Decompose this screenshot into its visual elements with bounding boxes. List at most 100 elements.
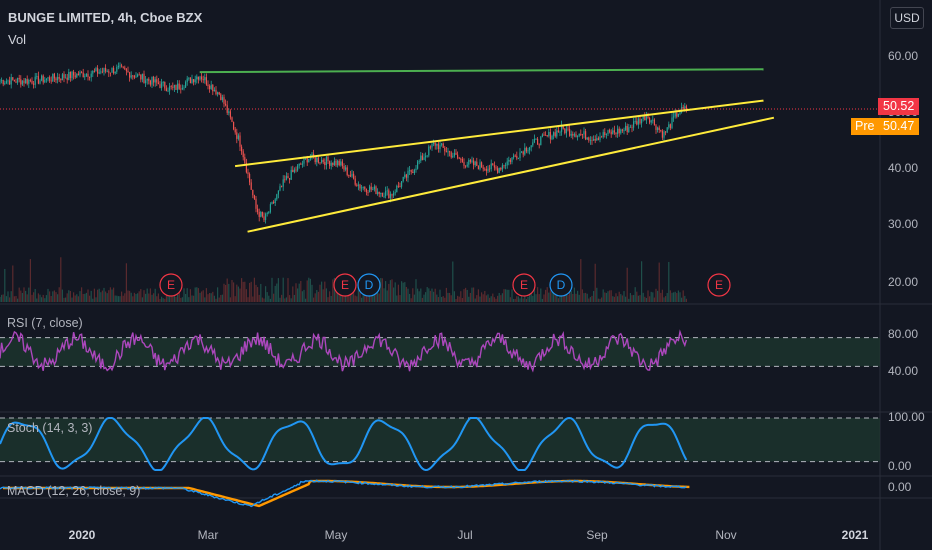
volume-bar (0, 296, 1, 302)
volume-bar (287, 278, 289, 302)
volume-bar (117, 296, 119, 302)
candle (605, 134, 607, 135)
candle (121, 65, 123, 67)
candle (377, 191, 379, 195)
candle (551, 135, 553, 140)
volume-bar (44, 298, 46, 302)
volume-bar (69, 290, 71, 302)
volume-bar (674, 291, 676, 302)
volume-bar (529, 294, 531, 302)
candle (682, 107, 684, 109)
volume-bar (255, 284, 257, 302)
volume-bar (602, 289, 604, 302)
candle (25, 79, 27, 84)
event-marker-earnings[interactable]: E (707, 273, 731, 297)
candle (578, 133, 580, 136)
candle (676, 112, 678, 117)
volume-bar (410, 298, 412, 302)
volume-bar (105, 291, 107, 302)
candle (149, 80, 151, 85)
candle (429, 146, 431, 148)
candle (212, 84, 214, 92)
volume-bar (149, 288, 151, 302)
candle (389, 194, 391, 199)
candle (412, 171, 414, 173)
candle (588, 137, 590, 141)
volume-bar (137, 293, 139, 302)
volume-bar (303, 289, 305, 302)
event-marker-earnings[interactable]: E (333, 273, 357, 297)
volume-bar (274, 285, 276, 302)
candle (541, 134, 543, 137)
stoch-label[interactable]: Stoch (14, 3, 3) (7, 421, 93, 435)
candle (652, 119, 654, 121)
candle (391, 194, 393, 196)
candle (237, 135, 239, 139)
candle (306, 157, 308, 163)
candle (418, 160, 420, 162)
candle (359, 184, 361, 189)
volume-bar (157, 293, 159, 302)
volume-bar (413, 294, 415, 302)
candle (242, 151, 244, 158)
candle (186, 78, 188, 83)
volume-bar (290, 298, 292, 302)
volume-bar (25, 290, 27, 302)
candle (617, 128, 619, 134)
rsi-label[interactable]: RSI (7, close) (7, 316, 83, 330)
candle (357, 184, 359, 186)
candle (113, 67, 115, 74)
candle (29, 80, 31, 81)
volume-label[interactable]: Vol (8, 32, 27, 47)
candle (241, 146, 243, 152)
event-marker-earnings[interactable]: E (512, 273, 536, 297)
candle (260, 211, 262, 217)
candle (31, 80, 33, 84)
candle (517, 158, 519, 159)
time-tick-label: Sep (586, 528, 608, 542)
candle (92, 70, 94, 74)
candle (410, 170, 412, 172)
event-marker-dividend[interactable]: D (357, 273, 381, 297)
volume-bar (327, 297, 329, 302)
macd-label[interactable]: MACD (12, 26, close, 9) (7, 484, 141, 498)
candle (540, 136, 542, 146)
candle (194, 79, 196, 83)
volume-bar (511, 289, 513, 302)
candle (205, 77, 207, 85)
volume-bar (628, 298, 630, 302)
symbol-title[interactable]: BUNGE LIMITED, 4h, Cboe BZX (8, 10, 203, 25)
volume-bar (266, 292, 268, 302)
volume-bar (221, 294, 223, 302)
currency-button[interactable]: USD (890, 7, 924, 29)
volume-bar (538, 294, 540, 302)
volume-bar (623, 291, 625, 302)
candle (487, 168, 489, 172)
candle (580, 133, 582, 135)
volume-bar (618, 291, 620, 302)
volume-bar (297, 288, 299, 302)
price-tick-label: 40.00 (888, 161, 918, 175)
candle (625, 125, 627, 131)
volume-bar (249, 282, 251, 302)
candle (111, 67, 113, 73)
candle (66, 77, 68, 80)
event-marker-earnings[interactable]: E (159, 273, 183, 297)
volume-bar (124, 293, 126, 302)
candle (81, 71, 83, 73)
volume-bar (15, 295, 17, 302)
candle (669, 124, 671, 129)
candle (561, 125, 563, 132)
volume-bar (234, 296, 236, 302)
volume-bar (641, 261, 643, 302)
volume-bar (402, 282, 404, 302)
event-marker-dividend[interactable]: D (549, 273, 573, 297)
candle (559, 131, 561, 133)
trendlines[interactable] (0, 68, 880, 233)
volume-bar (535, 294, 537, 302)
volume-bar (23, 287, 25, 302)
candle (527, 150, 529, 152)
